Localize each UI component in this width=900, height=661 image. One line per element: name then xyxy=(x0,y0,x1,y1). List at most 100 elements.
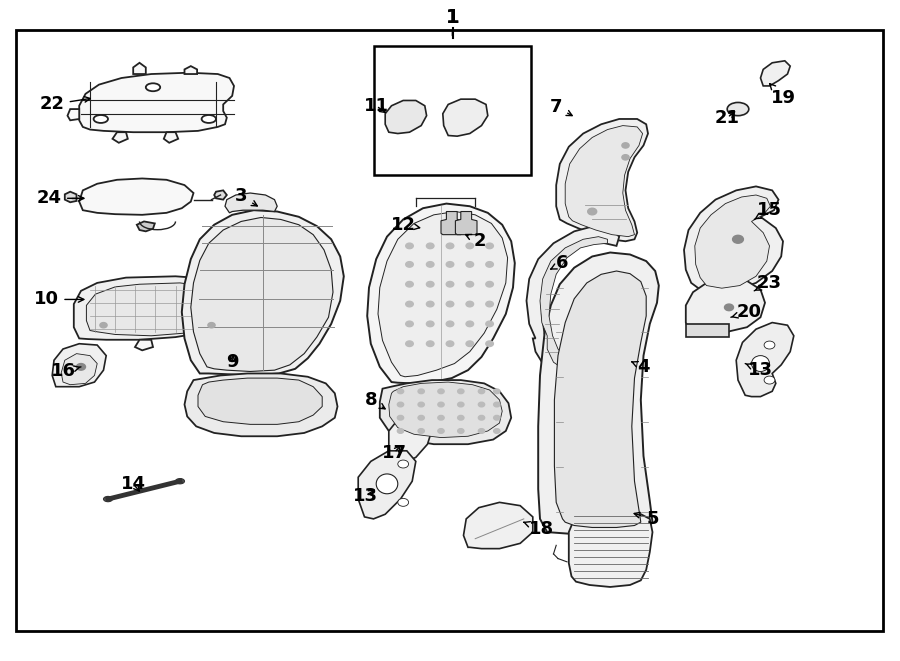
Circle shape xyxy=(588,208,597,215)
Circle shape xyxy=(458,416,464,420)
Polygon shape xyxy=(385,100,427,134)
Circle shape xyxy=(479,429,484,434)
Polygon shape xyxy=(164,132,178,143)
Circle shape xyxy=(406,321,413,327)
Text: 2: 2 xyxy=(465,232,486,251)
Text: 5: 5 xyxy=(634,510,659,528)
Circle shape xyxy=(398,429,403,434)
Circle shape xyxy=(466,282,473,287)
Circle shape xyxy=(622,155,629,160)
Polygon shape xyxy=(526,226,619,387)
Circle shape xyxy=(208,323,215,328)
Circle shape xyxy=(486,262,493,267)
Ellipse shape xyxy=(764,376,775,384)
Circle shape xyxy=(486,321,493,327)
Circle shape xyxy=(466,321,473,327)
Circle shape xyxy=(466,262,473,267)
Polygon shape xyxy=(565,126,643,237)
Ellipse shape xyxy=(376,474,398,494)
Circle shape xyxy=(494,389,500,393)
Circle shape xyxy=(479,389,484,393)
Circle shape xyxy=(427,243,434,249)
Polygon shape xyxy=(52,344,106,387)
Circle shape xyxy=(446,262,454,267)
Circle shape xyxy=(451,116,456,122)
Polygon shape xyxy=(389,415,432,463)
Polygon shape xyxy=(684,186,783,292)
Text: 4: 4 xyxy=(632,358,650,376)
Circle shape xyxy=(438,416,445,420)
Circle shape xyxy=(438,389,445,393)
Polygon shape xyxy=(112,132,128,143)
Bar xyxy=(374,46,531,175)
Circle shape xyxy=(466,243,473,249)
Text: 19: 19 xyxy=(770,83,796,107)
Circle shape xyxy=(418,429,425,434)
Polygon shape xyxy=(760,61,790,86)
Ellipse shape xyxy=(752,356,770,371)
Polygon shape xyxy=(135,340,153,350)
Circle shape xyxy=(486,243,493,249)
Polygon shape xyxy=(214,190,227,200)
Text: 15: 15 xyxy=(754,201,782,219)
Circle shape xyxy=(494,429,500,434)
Bar xyxy=(686,324,729,337)
Circle shape xyxy=(418,402,425,407)
Circle shape xyxy=(427,301,434,307)
Polygon shape xyxy=(736,323,794,397)
Polygon shape xyxy=(389,382,502,438)
Ellipse shape xyxy=(94,115,108,123)
Ellipse shape xyxy=(398,460,409,468)
Text: 21: 21 xyxy=(715,108,740,127)
Circle shape xyxy=(451,108,456,114)
Text: 3: 3 xyxy=(235,187,257,206)
Text: 23: 23 xyxy=(754,274,782,292)
Circle shape xyxy=(458,389,464,393)
Circle shape xyxy=(733,235,743,243)
Circle shape xyxy=(472,124,479,129)
Text: 7: 7 xyxy=(550,98,572,116)
Text: 13: 13 xyxy=(745,361,773,379)
Circle shape xyxy=(622,143,629,148)
Polygon shape xyxy=(133,63,146,74)
Circle shape xyxy=(398,416,403,420)
Circle shape xyxy=(494,416,500,420)
Text: 22: 22 xyxy=(40,95,90,114)
Circle shape xyxy=(446,321,454,327)
Text: 8: 8 xyxy=(364,391,385,409)
Polygon shape xyxy=(225,193,277,213)
Polygon shape xyxy=(380,380,511,444)
Circle shape xyxy=(466,301,473,307)
Circle shape xyxy=(438,402,445,407)
Circle shape xyxy=(724,304,733,311)
Polygon shape xyxy=(68,109,79,120)
Text: 13: 13 xyxy=(353,486,378,505)
Circle shape xyxy=(427,341,434,346)
Ellipse shape xyxy=(146,83,160,91)
Polygon shape xyxy=(569,510,652,587)
Polygon shape xyxy=(686,279,765,334)
Ellipse shape xyxy=(104,496,112,502)
Circle shape xyxy=(479,402,484,407)
Text: 20: 20 xyxy=(731,303,761,321)
Text: 24: 24 xyxy=(37,189,84,208)
Text: 1: 1 xyxy=(446,9,460,27)
Circle shape xyxy=(494,402,500,407)
Text: 17: 17 xyxy=(382,444,407,462)
Text: 12: 12 xyxy=(391,215,419,234)
Circle shape xyxy=(472,103,479,108)
Text: 14: 14 xyxy=(121,475,146,493)
Text: 9: 9 xyxy=(226,353,239,371)
Circle shape xyxy=(472,108,479,114)
Polygon shape xyxy=(441,212,463,235)
Circle shape xyxy=(458,402,464,407)
Polygon shape xyxy=(184,373,338,436)
Circle shape xyxy=(458,429,464,434)
Circle shape xyxy=(406,341,413,346)
Text: 1: 1 xyxy=(446,9,460,27)
Polygon shape xyxy=(182,210,344,375)
Circle shape xyxy=(398,389,403,393)
Text: 16: 16 xyxy=(50,362,81,381)
Polygon shape xyxy=(79,178,194,215)
Ellipse shape xyxy=(176,479,184,484)
